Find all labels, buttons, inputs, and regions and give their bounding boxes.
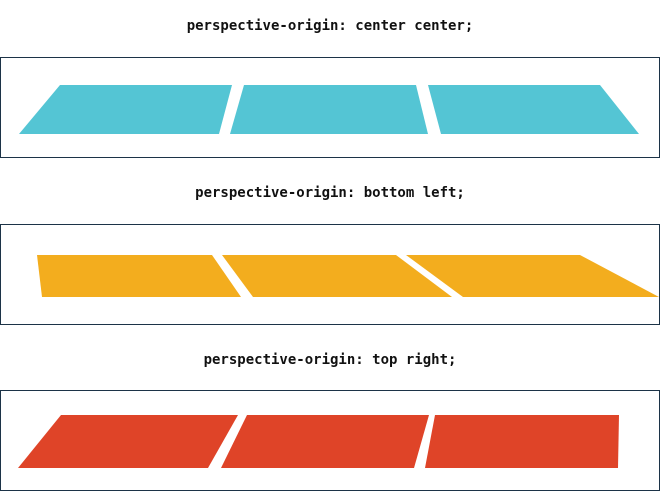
demo-caption-center-center: perspective-origin: center center;: [186, 18, 474, 34]
panel-3: [425, 415, 619, 468]
panel-2: [221, 415, 429, 468]
panel-2: [230, 85, 428, 134]
demo-box-bottom-left: [0, 224, 660, 325]
perspective-panels-bottom-left: [37, 255, 659, 297]
panel-1: [19, 85, 232, 134]
perspective-panels-top-right: [18, 415, 619, 468]
panel-3: [428, 85, 639, 134]
panel-1: [37, 255, 241, 297]
panel-2: [222, 255, 452, 297]
demo-caption-bottom-left: perspective-origin: bottom left;: [195, 185, 465, 201]
perspective-panels-center-center: [19, 85, 639, 134]
panel-1: [18, 415, 238, 468]
demo-box-top-right: [0, 390, 660, 491]
demo-box-center-center: [0, 57, 660, 158]
panel-3: [406, 255, 659, 297]
demo-caption-top-right: perspective-origin: top right;: [203, 352, 457, 368]
